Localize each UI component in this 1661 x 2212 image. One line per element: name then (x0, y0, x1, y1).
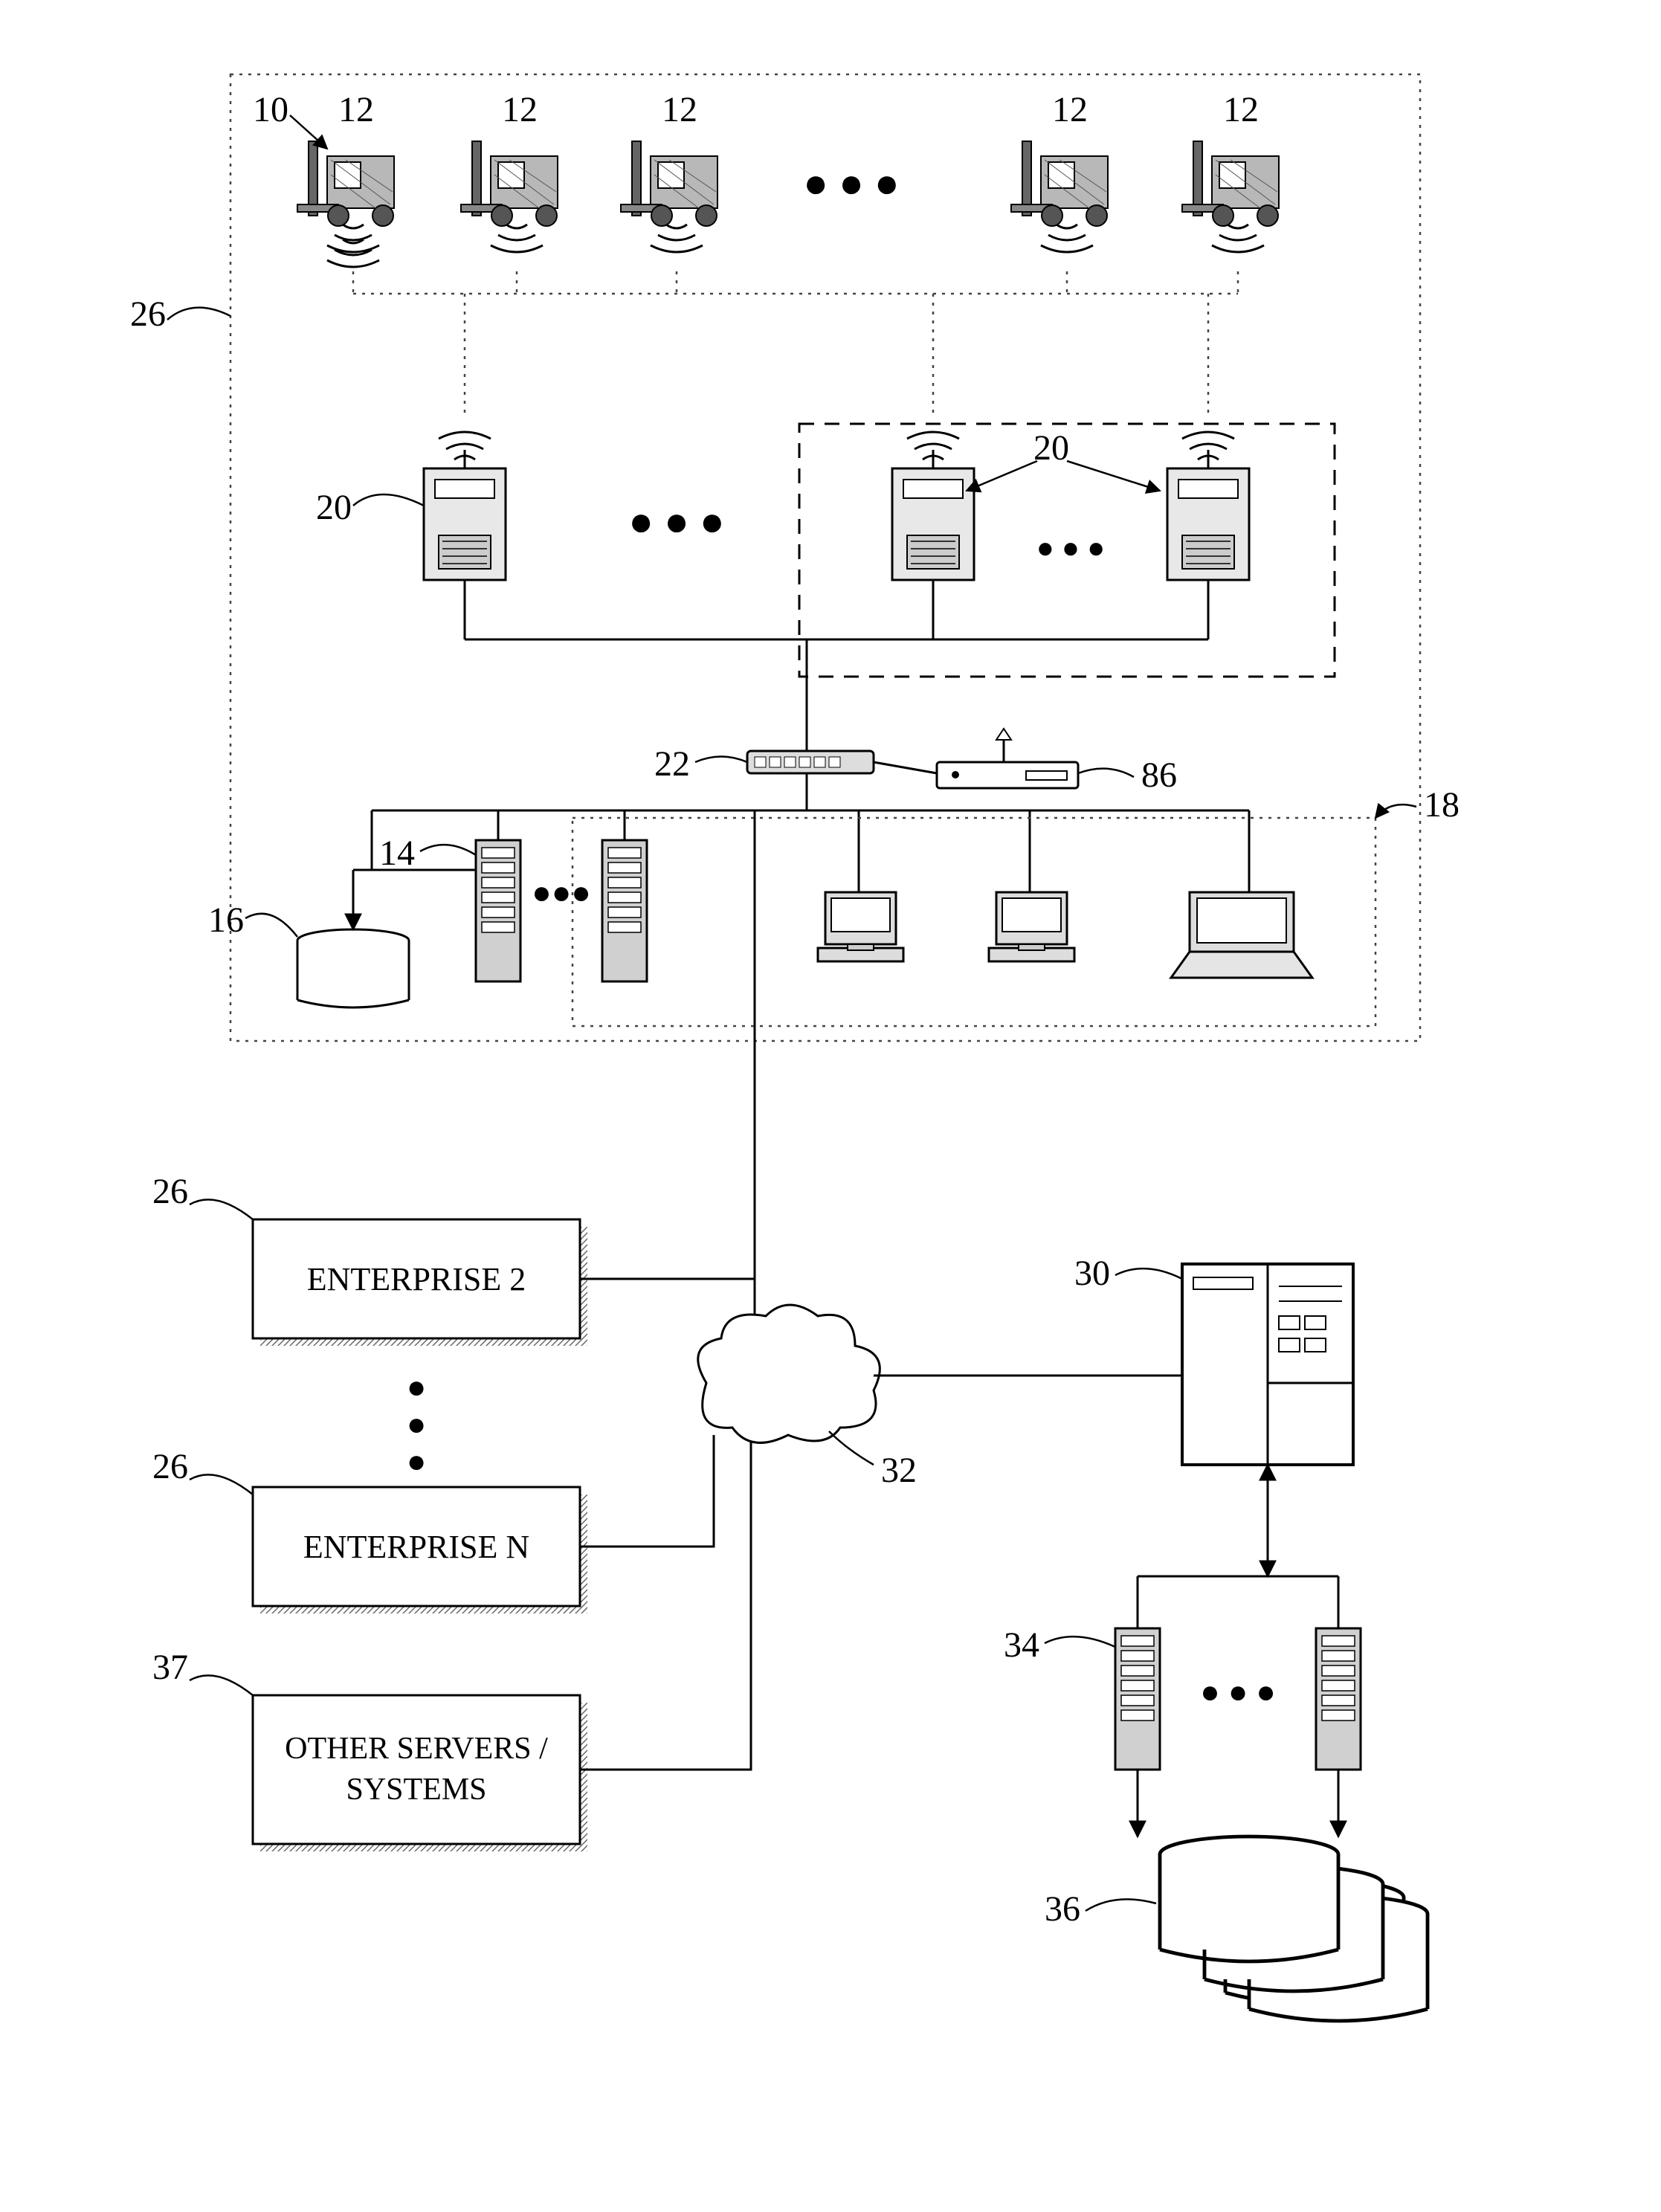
ref-forklift: 12 (1223, 89, 1259, 130)
ref-forklift: 12 (502, 89, 538, 130)
local-rack-icon (602, 840, 647, 981)
ref-forklift: 12 (662, 89, 697, 130)
other-servers-label-l1: OTHER SERVERS / (285, 1732, 548, 1766)
ref-forklift: 12 (1052, 89, 1088, 130)
local-rack-icon (476, 840, 520, 981)
ref-client-area: 18 (1424, 784, 1460, 825)
enterpriseN-label: ENTERPRISE N (303, 1529, 529, 1565)
leader-lines (167, 115, 1416, 1911)
ref-db-local: 16 (208, 900, 244, 941)
ref-other-servers: 37 (152, 1647, 188, 1688)
wired-network (465, 580, 1208, 751)
switch-icon (747, 751, 874, 773)
enterprise2-label: ENTERPRISE 2 (307, 1261, 526, 1297)
remote-rack-icon (1115, 1628, 1160, 1770)
pc-icon (989, 892, 1074, 961)
ellipsis-icon: ● ● ● (1036, 531, 1105, 564)
ref-server-local: 14 (379, 833, 415, 874)
ellipsis-icon: ● ● ● (803, 161, 899, 207)
ref-cloud: 32 (881, 1450, 917, 1491)
router-icon (937, 729, 1078, 788)
remote-rack-icon (1316, 1628, 1361, 1770)
remote-db-stack (1160, 1837, 1428, 2021)
ellipsis-icon: ● (407, 1369, 427, 1405)
ref-remote-server: 30 (1074, 1253, 1110, 1294)
local-db (297, 870, 476, 1007)
ref-enterprise: 26 (130, 294, 166, 335)
laptop-icon (1171, 892, 1312, 978)
pc-icon (818, 892, 903, 961)
other-servers-label-l2: SYSTEMS (346, 1773, 486, 1807)
ref-ap-right: 20 (1033, 428, 1069, 468)
ref-ap-left: 20 (316, 487, 352, 528)
ellipsis-icon: ● ● ● (1200, 1674, 1276, 1710)
cloud-icon (698, 1305, 880, 1442)
access-point-left (424, 432, 506, 580)
forklift-row (297, 141, 1279, 267)
ref-enterprise2: 26 (152, 1171, 188, 1212)
ellipsis-icon: ● (407, 1406, 427, 1442)
ref-remote-racks: 34 (1004, 1625, 1039, 1666)
ellipsis-icon: ● ● ● (628, 499, 724, 545)
ref-enterpriseN: 26 (152, 1446, 188, 1487)
ref-switch: 22 (654, 744, 690, 784)
remote-server-icon (1182, 1264, 1353, 1465)
ellipsis-icon: ●●● (532, 874, 591, 911)
diagram-canvas: ● ● ● ● ● ● ● ● ● (0, 0, 1661, 2212)
ref-router: 86 (1141, 755, 1177, 796)
ref-forklift: 12 (338, 89, 374, 130)
ellipsis-icon: ● (407, 1443, 427, 1480)
ref-fleet: 10 (253, 89, 288, 130)
ref-remote-dbs: 36 (1045, 1889, 1080, 1929)
